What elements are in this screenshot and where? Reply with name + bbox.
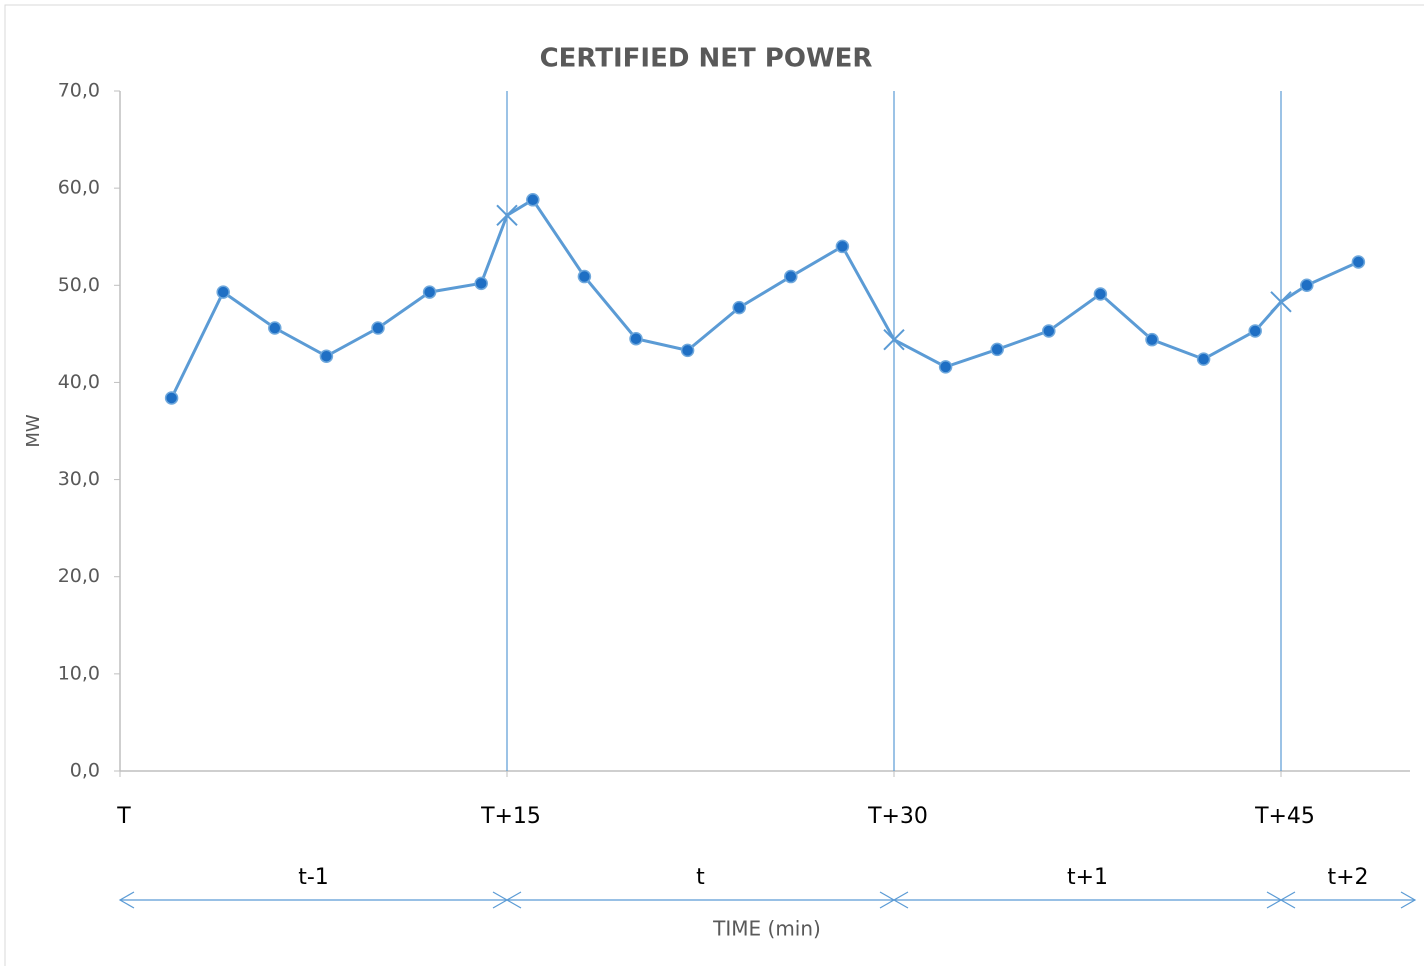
point-marker (1093, 287, 1108, 301)
point-marker (268, 321, 282, 335)
cross-marker (1270, 291, 1292, 313)
point-marker (1196, 352, 1211, 366)
point-marker (1300, 278, 1314, 293)
point-marker (474, 276, 488, 291)
cross-marker (883, 328, 905, 351)
point-marker (371, 321, 385, 335)
y-tick-label: 40,0 (58, 371, 100, 393)
y-tick-label: 30,0 (58, 468, 100, 490)
point-marker (732, 300, 746, 315)
period-label: t+2 (1327, 865, 1368, 890)
point-marker (938, 360, 953, 374)
y-tick-label: 50,0 (58, 274, 100, 296)
y-tick-label: 10,0 (58, 662, 100, 684)
chart-border (4, 4, 1424, 966)
y-tick-label: 60,0 (58, 177, 100, 199)
point-marker (164, 391, 179, 405)
point-marker (1248, 324, 1262, 338)
point-marker (680, 343, 695, 358)
point-marker (629, 331, 643, 346)
cross-marker (496, 204, 518, 227)
point-marker (216, 285, 230, 299)
x-tick-label: T+15 (480, 804, 541, 829)
point-marker (1042, 324, 1056, 338)
arrow-head (1279, 891, 1417, 909)
period-label: t+1 (1067, 865, 1108, 890)
point-marker (1145, 332, 1159, 347)
period-label: t (696, 865, 705, 890)
point-marker (1351, 255, 1366, 269)
series-line (170, 197, 1360, 399)
point-marker (526, 193, 540, 207)
y-tick-label: 20,0 (58, 565, 100, 587)
chart-title: CERTIFIED NET POWER (540, 44, 873, 74)
x-axis-label: TIME (min) (712, 917, 821, 941)
point-marker (577, 269, 592, 284)
x-tick-label: T+30 (867, 804, 928, 829)
point-marker (835, 239, 850, 254)
point-marker (784, 269, 798, 284)
y-axis-label: MW (23, 414, 44, 448)
x-tick-label: T+45 (1254, 804, 1315, 829)
point-marker (422, 285, 437, 299)
point-marker (990, 342, 1004, 357)
x-tick-label: T (116, 804, 131, 829)
point-marker (319, 349, 334, 363)
y-tick-label: 0,0 (70, 760, 100, 782)
period-label: t-1 (298, 865, 329, 890)
y-tick-label: 70,0 (58, 80, 100, 102)
